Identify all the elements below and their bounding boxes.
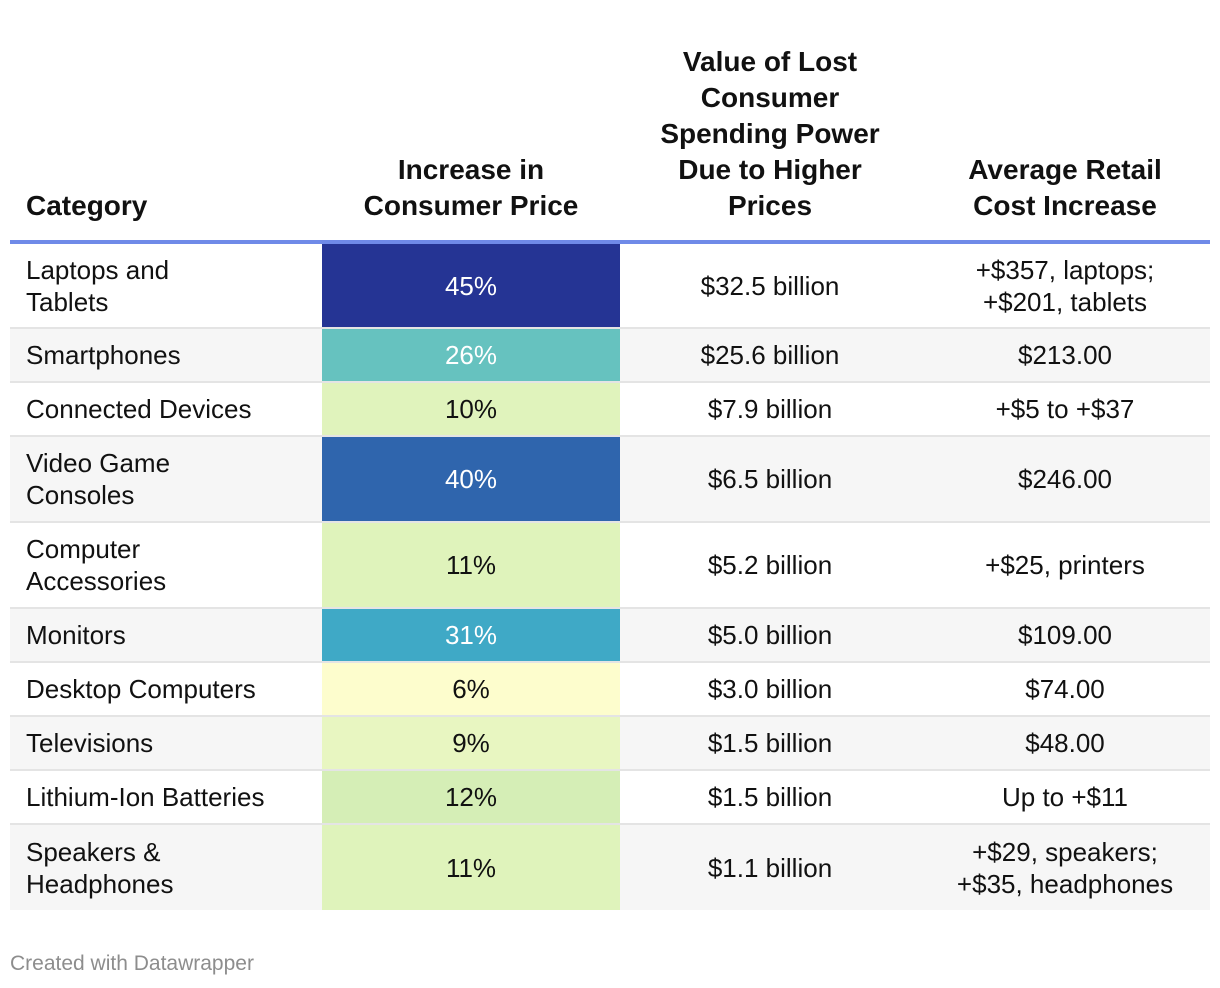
table-row: Smartphones 26% $25.6 billion $213.00: [10, 328, 1210, 383]
lost-value-cell: $5.0 billion: [620, 608, 920, 663]
table-row: Connected Devices 10% $7.9 billion +$5 to +…: [10, 382, 1210, 437]
column-header-category[interactable]: Category: [10, 44, 322, 244]
table-row: Lithium-Ion Batteries 12% $1.5 billion Up t…: [10, 770, 1210, 825]
retail-cost-cell: +$5 to +$37: [920, 382, 1210, 437]
retail-cost-line: +$29, speakers;: [972, 836, 1158, 867]
table-row: Computer Accessories 11% $5.2 billion +$25,…: [10, 522, 1210, 609]
increase-cell: 10%: [322, 382, 620, 437]
retail-cost-cell: Up to +$11: [920, 770, 1210, 825]
lost-value-cell: $1.5 billion: [620, 770, 920, 825]
table-row: Televisions 9% $1.5 billion $48.00: [10, 716, 1210, 771]
column-header-lost-value[interactable]: Value of Lost Consumer Spending Power Du…: [620, 44, 920, 244]
increase-cell: 12%: [322, 770, 620, 825]
retail-cost-cell: $48.00: [920, 716, 1210, 771]
category-cell: Computer Accessories: [10, 522, 322, 609]
column-header-increase[interactable]: Increase in Consumer Price: [322, 44, 620, 244]
datawrapper-credit: Created with Datawrapper: [10, 952, 254, 975]
category-cell: Monitors: [10, 608, 322, 663]
increase-cell: 9%: [322, 716, 620, 771]
retail-cost-line: Up to +$11: [1001, 782, 1128, 812]
category-cell: Laptops and Tablets: [10, 242, 322, 329]
lost-value-cell: $6.5 billion: [620, 436, 920, 523]
retail-cost-line: $246.00: [1018, 464, 1112, 494]
category-cell: Connected Devices: [10, 382, 322, 437]
retail-cost-line: $74.00: [1025, 674, 1105, 704]
column-header-retail-cost[interactable]: Average Retail Cost Increase: [920, 44, 1210, 244]
lost-value-cell: $3.0 billion: [620, 662, 920, 717]
retail-cost-line: +$5 to +$37: [995, 394, 1135, 424]
category-cell: Smartphones: [10, 328, 322, 383]
retail-cost-line: +$357, laptops;: [975, 254, 1155, 285]
retail-cost-cell: $74.00: [920, 662, 1210, 717]
retail-cost-cell: +$25, printers: [920, 522, 1210, 609]
lost-value-cell: $1.5 billion: [620, 716, 920, 771]
retail-cost-line: $109.00: [1018, 620, 1112, 650]
price-increase-table: Category Increase in Consumer Price Valu…: [10, 44, 1210, 910]
increase-cell: 11%: [322, 824, 620, 910]
retail-cost-cell: $246.00: [920, 436, 1210, 523]
table-body: Laptops and Tablets 45% $32.5 billion +$357…: [10, 242, 1210, 910]
retail-cost-cell: +$357, laptops; +$201, tablets: [920, 242, 1210, 329]
table-row: Laptops and Tablets 45% $32.5 billion +$357…: [10, 242, 1210, 329]
increase-cell: 31%: [322, 608, 620, 663]
retail-cost-line: +$25, printers: [985, 550, 1145, 580]
lost-value-cell: $32.5 billion: [620, 242, 920, 329]
table-row: Speakers & Headphones 11% $1.1 billion +$29…: [10, 824, 1210, 910]
increase-cell: 40%: [322, 436, 620, 523]
lost-value-cell: $7.9 billion: [620, 382, 920, 437]
retail-cost-cell: $109.00: [920, 608, 1210, 663]
table-row: Monitors 31% $5.0 billion $109.00: [10, 608, 1210, 663]
lost-value-cell: $5.2 billion: [620, 522, 920, 609]
lost-value-cell: $25.6 billion: [620, 328, 920, 383]
category-cell: Video Game Consoles: [10, 436, 322, 523]
increase-cell: 45%: [322, 242, 620, 329]
increase-cell: 26%: [322, 328, 620, 383]
table-row: Video Game Consoles 40% $6.5 billion $246.0…: [10, 436, 1210, 523]
retail-cost-line: +$201, tablets: [982, 286, 1148, 317]
retail-cost-line: $48.00: [1025, 728, 1105, 758]
retail-cost-line: $213.00: [1018, 340, 1112, 370]
increase-cell: 11%: [322, 522, 620, 609]
lost-value-cell: $1.1 billion: [620, 824, 920, 910]
increase-cell: 6%: [322, 662, 620, 717]
header-row: Category Increase in Consumer Price Valu…: [10, 44, 1210, 244]
retail-cost-line: +$35, headphones: [956, 868, 1174, 899]
category-cell: Desktop Computers: [10, 662, 322, 717]
category-cell: Speakers & Headphones: [10, 824, 322, 910]
retail-cost-cell: +$29, speakers; +$35, headphones: [920, 824, 1210, 910]
table-row: Desktop Computers 6% $3.0 billion $74.00: [10, 662, 1210, 717]
category-cell: Lithium-Ion Batteries: [10, 770, 322, 825]
retail-cost-cell: $213.00: [920, 328, 1210, 383]
category-cell: Televisions: [10, 716, 322, 771]
